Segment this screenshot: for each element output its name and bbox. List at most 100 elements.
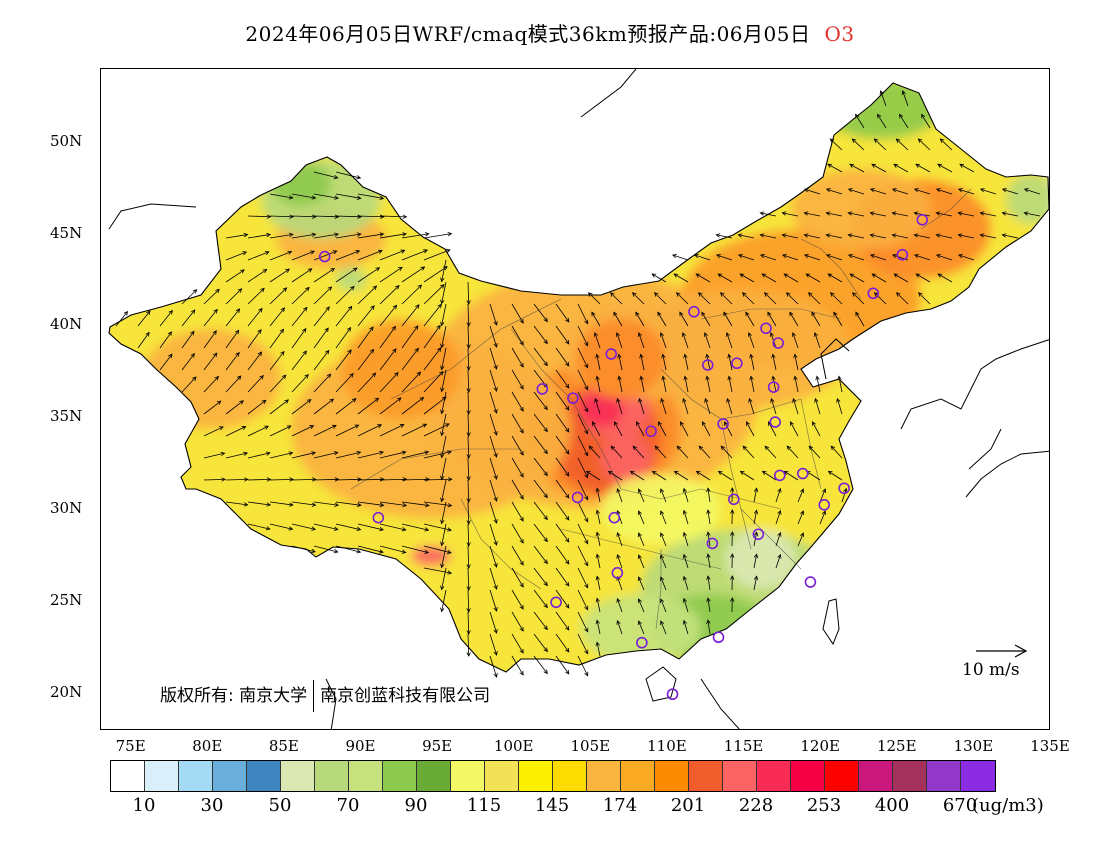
wind-reference-arrow <box>976 644 1028 658</box>
copyright-divider <box>313 680 315 712</box>
species-label: O3 <box>824 22 855 46</box>
station-marker[interactable] <box>701 359 714 371</box>
station-marker[interactable] <box>731 357 743 370</box>
colorbar-swatch <box>383 761 417 791</box>
colorbar-swatch <box>417 761 451 791</box>
colorbar-swatch <box>145 761 179 791</box>
colorbar-label: 228 <box>738 795 774 816</box>
lon-label: 130E <box>953 737 994 755</box>
colorbar-label: 90 <box>404 795 428 816</box>
station-marker[interactable] <box>605 348 618 360</box>
colorbar-label: 30 <box>200 795 224 816</box>
station-marker[interactable] <box>752 528 765 541</box>
station-marker[interactable] <box>611 567 624 579</box>
station-marker[interactable] <box>769 416 781 428</box>
colorbar-label: 145 <box>534 795 570 816</box>
colorbar-swatch <box>961 761 995 791</box>
colorbar-swatch <box>111 761 145 791</box>
lon-label: 135E <box>1030 737 1070 755</box>
colorbar-swatch <box>689 761 723 791</box>
colorbar-swatch <box>213 761 247 791</box>
colorbar-swatch <box>315 761 349 791</box>
station-marker[interactable] <box>536 383 549 395</box>
station-marker[interactable] <box>608 511 621 524</box>
station-marker[interactable] <box>796 467 809 480</box>
station-marker[interactable] <box>760 322 772 335</box>
colorbar-label: 174 <box>602 795 638 816</box>
colorbar-swatch <box>825 761 859 791</box>
colorbar-swatch <box>587 761 621 791</box>
station-marker[interactable] <box>772 337 785 349</box>
station-marker[interactable] <box>318 250 331 263</box>
station-marker[interactable] <box>645 425 657 438</box>
lon-label: 115E <box>723 737 764 755</box>
colorbar-swatch <box>553 761 587 791</box>
station-marker[interactable] <box>372 511 385 524</box>
lat-label: 50N <box>50 131 83 150</box>
colorbar-swatch <box>859 761 893 791</box>
lon-label: 95E <box>422 737 453 755</box>
lat-label: 40N <box>50 315 83 334</box>
colorbar-swatch <box>519 761 553 791</box>
station-marker[interactable] <box>896 248 909 261</box>
lon-label: 105E <box>570 737 611 755</box>
wind-reference-label: 10 m/s <box>962 660 1020 680</box>
colorbar-swatch <box>723 761 757 791</box>
colorbar-label: 115 <box>466 795 502 816</box>
colorbar-swatch <box>757 761 791 791</box>
colorbar-swatch <box>281 761 315 791</box>
station-marker[interactable] <box>838 482 850 495</box>
o3-field <box>109 83 1049 672</box>
lat-label: 45N <box>50 223 83 242</box>
copyright-left: 版权所有: 南京大学 <box>160 686 308 706</box>
lon-label: 110E <box>647 737 687 755</box>
colorbar-swatch <box>349 761 383 791</box>
lat-label: 20N <box>50 683 83 702</box>
lon-label: 80E <box>192 737 223 755</box>
lon-label: 75E <box>115 737 146 755</box>
station-marker[interactable] <box>712 631 725 644</box>
station-marker[interactable] <box>706 537 719 550</box>
colorbar-label: 201 <box>670 795 706 816</box>
colorbar-label: 670 <box>942 795 978 816</box>
colorbar-swatch <box>451 761 485 791</box>
map-panel[interactable] <box>100 68 1050 730</box>
station-marker[interactable] <box>688 305 700 318</box>
station-marker[interactable] <box>636 636 648 649</box>
station-marker[interactable] <box>567 392 579 404</box>
station-marker[interactable] <box>804 576 817 588</box>
colorbar-label: 70 <box>336 795 360 816</box>
station-marker[interactable] <box>666 688 679 701</box>
colorbar-swatch <box>621 761 655 791</box>
map-canvas <box>108 69 1049 729</box>
copyright-right: 南京创蓝科技有限公司 <box>320 686 491 706</box>
station-marker[interactable] <box>717 418 729 430</box>
lon-label: 120E <box>800 737 840 755</box>
station-marker[interactable] <box>773 469 786 482</box>
station-marker[interactable] <box>767 381 780 393</box>
colorbar-swatch <box>927 761 961 791</box>
colorbar-label: 50 <box>268 795 292 816</box>
lat-label: 25N <box>50 591 83 610</box>
colorbar-swatch <box>893 761 927 791</box>
station-marker[interactable] <box>571 491 584 504</box>
station-marker[interactable] <box>550 596 562 609</box>
country-borders <box>108 69 1049 729</box>
station-marker[interactable] <box>818 499 831 511</box>
colorbar-swatch <box>247 761 281 791</box>
lon-label: 85E <box>268 737 299 755</box>
station-marker[interactable] <box>728 493 740 506</box>
station-marker[interactable] <box>916 213 929 226</box>
lon-label: 100E <box>493 737 534 755</box>
colorbar-swatch <box>485 761 519 791</box>
title-text: 2024年06月05日WRF/cmaq模式36km预报产品:06月05日 <box>245 22 811 46</box>
copyright-notice: 版权所有: 南京大学 南京创蓝科技有限公司 <box>160 680 490 712</box>
colorbar-swatch <box>655 761 689 791</box>
colorbar-unit: (ug/m3) <box>972 795 1044 816</box>
colorbar-swatch <box>179 761 213 791</box>
colorbar-label: 253 <box>806 795 842 816</box>
lon-label: 90E <box>345 737 376 755</box>
station-marker[interactable] <box>867 287 880 300</box>
city-stations <box>318 213 929 701</box>
colorbar-label: 400 <box>874 795 910 816</box>
